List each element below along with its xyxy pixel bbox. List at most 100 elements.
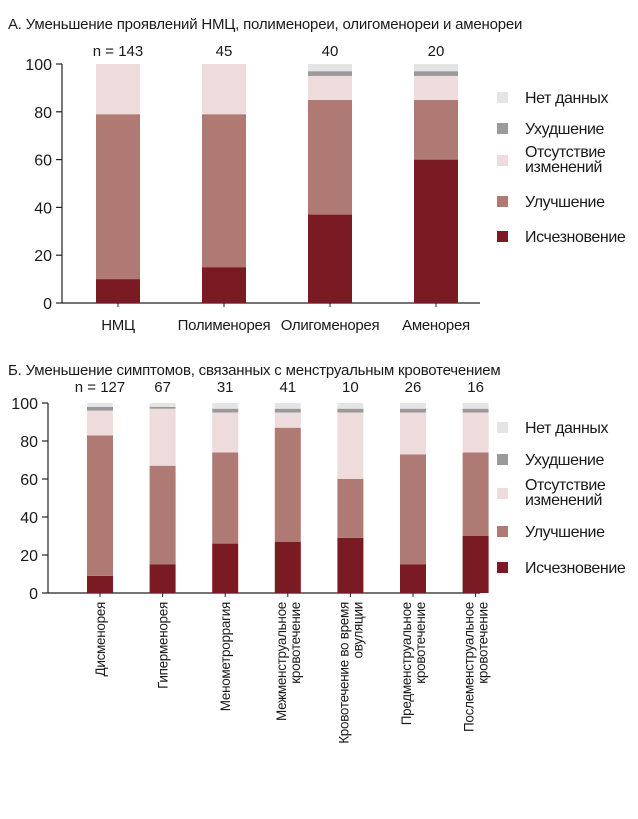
chart-b-bar-improvement: [462, 452, 489, 536]
chart-b-n-label: 67: [154, 379, 171, 396]
chart-a-n-label: 20: [428, 43, 445, 60]
chart-b-y-tick-label: 100: [11, 396, 38, 413]
chart-b-category-label-line: Гиперменорея: [156, 602, 171, 689]
chart-b-category-label: Дисменорея: [93, 602, 108, 677]
chart-b-legend-label: Нет данных: [525, 420, 609, 437]
chart-a-legend-label-line: изменений: [525, 159, 602, 176]
chart-b-title: Б. Уменьшение симптомов, связанных с мен…: [8, 362, 501, 379]
chart-b-y-tick-label: 60: [20, 472, 38, 489]
chart-b-category-label: Гиперменорея: [156, 602, 171, 689]
chart-b-bar-no_change: [149, 408, 176, 466]
chart-a-legend-label-line: Отсутствие: [525, 144, 606, 161]
chart-b-bar-disappear: [400, 564, 426, 593]
chart-b-bar-disappear: [87, 575, 113, 593]
chart-a-y-tick-label: 20: [34, 248, 52, 265]
chart-a-legend-label: Улучшение: [525, 194, 605, 211]
chart-a-bar-no_data: [308, 64, 352, 72]
chart-b-bar-no_change: [462, 412, 489, 453]
chart-b-n-label: 41: [279, 379, 296, 396]
chart-a-category-label: Аменорея: [402, 317, 470, 334]
chart-b-bar-improvement: [149, 465, 176, 565]
chart-b-bar-worse: [149, 406, 176, 409]
chart-b-bar-no_change: [337, 412, 364, 479]
chart-a-legend-swatch-no_change: [497, 155, 508, 166]
chart-b-bar-improvement: [212, 452, 239, 544]
chart-a-title: А. Уменьшение проявлений НМЦ, полименоре…: [8, 16, 523, 33]
chart-b-category-label-line: кровотечение: [476, 602, 491, 684]
chart-b-bar-improvement: [274, 427, 301, 542]
chart-a-y-tick-label: 100: [25, 57, 52, 74]
chart-b-category-label-line: Кровотечение во время: [336, 602, 351, 744]
chart-b-bar-improvement: [337, 479, 364, 538]
chart-a-bar-no_change: [414, 75, 458, 100]
chart-a-bar-improvement: [308, 99, 352, 215]
chart-a-bar-improvement: [414, 99, 458, 160]
chart-b-bar-no_change: [274, 412, 301, 428]
chart-b-n-label: 31: [217, 379, 234, 396]
chart-b-bar-no_data: [149, 403, 176, 407]
chart-a-y-tick-label: 40: [34, 200, 52, 217]
chart-b-y-tick-label: 80: [20, 434, 38, 451]
chart-b-bar-no_data: [337, 403, 364, 409]
chart-b-bar-worse: [462, 408, 489, 413]
chart-b-legend-swatch-no_change: [497, 488, 508, 499]
chart-b-bar-no_change: [87, 410, 113, 436]
chart-a-bar-improvement: [202, 114, 246, 268]
chart-a-bar-no_data: [414, 64, 458, 72]
chart-b-legend-label: Ухудшение: [525, 452, 605, 469]
chart-b-legend-swatch-improvement: [497, 526, 508, 537]
chart-b-bar-no_data: [212, 403, 239, 409]
chart-a-legend-label: Нет данных: [525, 90, 609, 107]
chart-a-legend-swatch-improvement: [497, 196, 508, 207]
chart-a-legend-swatch-no_data: [497, 92, 508, 103]
chart-b-legend-swatch-worse: [497, 454, 508, 465]
chart-b-legend-label-line: изменений: [525, 492, 602, 509]
chart-b-bar-no_change: [400, 412, 426, 455]
chart-a-category-label: Олигоменорея: [281, 317, 380, 334]
chart-a-category-label: НМЦ: [101, 317, 135, 334]
chart-b-bar-improvement: [400, 454, 426, 565]
chart-b-bar-disappear: [149, 564, 176, 593]
chart-a-bar-no_change: [202, 64, 246, 115]
chart-a-bar-no_change: [308, 75, 352, 100]
chart-b-bar-no_change: [212, 412, 239, 453]
chart-b-category-label-line: Менометроррагия: [218, 602, 233, 711]
chart-a-bar-no_change: [96, 64, 140, 115]
chart-b-y-tick-label: 0: [29, 586, 38, 603]
chart-a-legend-label: Ухудшение: [525, 121, 605, 138]
chart-b-bar-no_data: [462, 403, 489, 409]
chart-b-legend-swatch-no_data: [497, 422, 508, 433]
chart-b-category-label: Послеменструальное кровотечение: [462, 602, 491, 732]
chart-b-bar-worse: [337, 408, 364, 413]
chart-b-category-label-line: кровотечение: [288, 602, 303, 684]
chart-b-bar-no_data: [87, 403, 113, 407]
chart-b-bar-disappear: [274, 541, 301, 593]
chart-b-category-label: Межменструальное кровотечение: [274, 602, 303, 721]
chart-b-legend-label: Улучшение: [525, 524, 605, 541]
chart-b-category-label-line: кровотечение: [413, 602, 428, 684]
chart-b-bar-no_data: [274, 403, 301, 409]
chart-b-category-label-line: Послеменструальное: [462, 602, 477, 732]
chart-a-bar-worse: [308, 71, 352, 76]
chart-a-bar-disappear: [202, 267, 246, 303]
chart-a-n-label: 45: [216, 43, 233, 60]
chart-b-category-label: Кровотечение во время овуляции: [336, 602, 365, 744]
chart-b-bar-no_data: [400, 403, 426, 409]
chart-b-y-tick-label: 20: [20, 548, 38, 565]
chart-b-category-label-line: Межменструальное: [274, 602, 289, 721]
chart-a-y-tick-label: 0: [43, 296, 52, 313]
chart-a-y-tick-label: 80: [34, 105, 52, 122]
chart-b-category-label-line: овуляции: [350, 602, 365, 658]
chart-b-n-label: n = 127: [75, 379, 125, 396]
chart-a-bar-improvement: [96, 114, 140, 280]
chart-b-bar-improvement: [87, 435, 113, 576]
chart-a-legend-label: Исчезновение: [525, 229, 626, 246]
chart-a-legend-swatch-disappear: [497, 231, 508, 242]
chart-a-bar-disappear: [96, 279, 140, 303]
chart-b-y-tick-label: 40: [20, 510, 38, 527]
chart-b-bar-worse: [87, 406, 113, 411]
chart-a-bar-worse: [414, 71, 458, 76]
chart-b-bar-worse: [400, 408, 426, 413]
chart-a-legend-swatch-worse: [497, 123, 508, 134]
chart-b-n-label: 26: [405, 379, 422, 396]
